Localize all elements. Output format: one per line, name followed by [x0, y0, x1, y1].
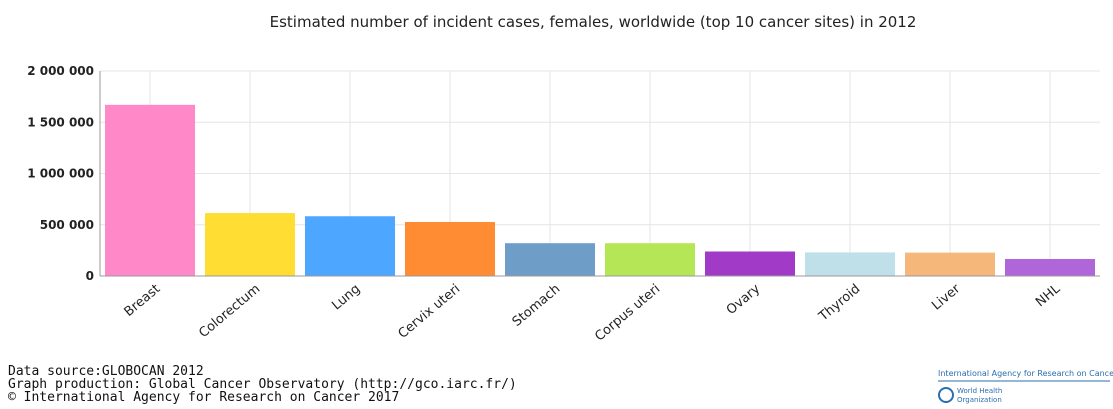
x-tick-label: Colorectum — [196, 282, 263, 342]
logo-who: Organization — [957, 396, 1002, 404]
logo-agency: International Agency for Research on Can… — [938, 369, 1113, 378]
x-tick-label: NHL — [1033, 281, 1064, 310]
bar — [305, 216, 395, 276]
x-tick-label: Cervix uteri — [396, 282, 464, 342]
x-tick-label: Thyroid — [816, 282, 864, 325]
bar — [805, 252, 895, 276]
bar — [905, 252, 995, 276]
y-tick-label: 500 000 — [40, 218, 94, 232]
y-tick-label: 1 000 000 — [27, 167, 94, 181]
bar — [605, 243, 695, 276]
x-tick-label: Stomach — [510, 282, 564, 330]
y-tick-label: 1 500 000 — [27, 115, 94, 129]
x-tick-label: Breast — [122, 282, 164, 320]
bar — [405, 221, 495, 276]
y-tick-label: 2 000 000 — [27, 64, 94, 78]
logo-emblem — [938, 387, 954, 403]
x-tick-label: Ovary — [724, 281, 764, 318]
bar — [505, 243, 595, 276]
footer-line: Data source:GLOBOCAN 2012 — [8, 364, 204, 379]
bar — [1005, 258, 1095, 276]
y-tick-label: 0 — [86, 269, 94, 283]
bar — [105, 104, 195, 276]
x-tick-label: Corpus uteri — [592, 282, 663, 345]
footer-line: Graph production: Global Cancer Observat… — [8, 377, 517, 392]
chart-title: Estimated number of incident cases, fema… — [270, 13, 917, 31]
bar — [705, 251, 795, 276]
footer-line: © International Agency for Research on C… — [8, 390, 399, 405]
x-tick-label: Liver — [929, 281, 964, 313]
x-tick-label: Lung — [329, 282, 363, 314]
bar — [205, 213, 295, 276]
logo-who: World Health — [957, 387, 1002, 395]
